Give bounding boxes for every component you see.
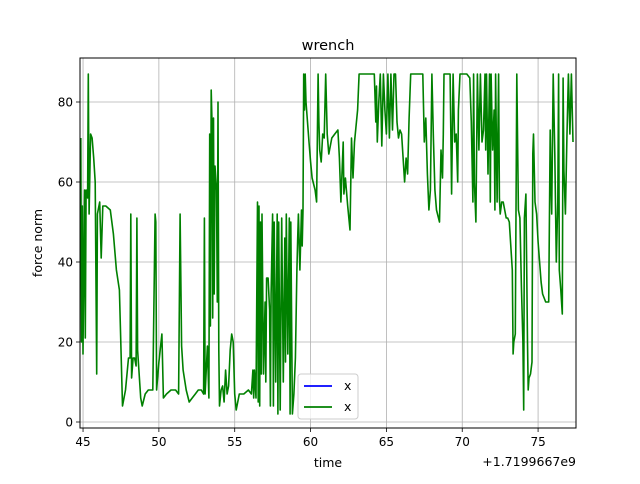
y-axis-ticks: 0 20 40 60 80 [58, 96, 80, 430]
x-tick-label: 60 [303, 435, 318, 449]
x-tick-label: 45 [75, 435, 90, 449]
x-tick-label: 55 [227, 435, 242, 449]
y-axis-label: force norm [30, 209, 45, 277]
x-axis-label: time [314, 455, 343, 470]
legend: x x [297, 373, 359, 420]
plot-frame [79, 57, 577, 429]
x-axis-ticks: 45 50 55 60 65 70 75 [75, 428, 546, 449]
chart-title: wrench [302, 38, 355, 54]
y-tick-label: 80 [58, 96, 73, 110]
x-tick-label: 50 [151, 435, 166, 449]
x-tick-label: 70 [455, 435, 470, 449]
y-tick-label: 0 [65, 416, 73, 430]
x-tick-label: 75 [530, 435, 545, 449]
y-tick-label: 40 [58, 256, 73, 270]
series-lines [80, 73, 574, 415]
y-tick-label: 60 [58, 176, 73, 190]
legend-label-series-1: x [344, 378, 351, 393]
legend-label-series-2: x [344, 399, 351, 414]
x-axis-offset-label: +1.7199667e9 [482, 454, 576, 469]
series-line-2 [80, 73, 574, 415]
x-tick-label: 65 [379, 435, 394, 449]
y-tick-label: 20 [58, 336, 73, 350]
